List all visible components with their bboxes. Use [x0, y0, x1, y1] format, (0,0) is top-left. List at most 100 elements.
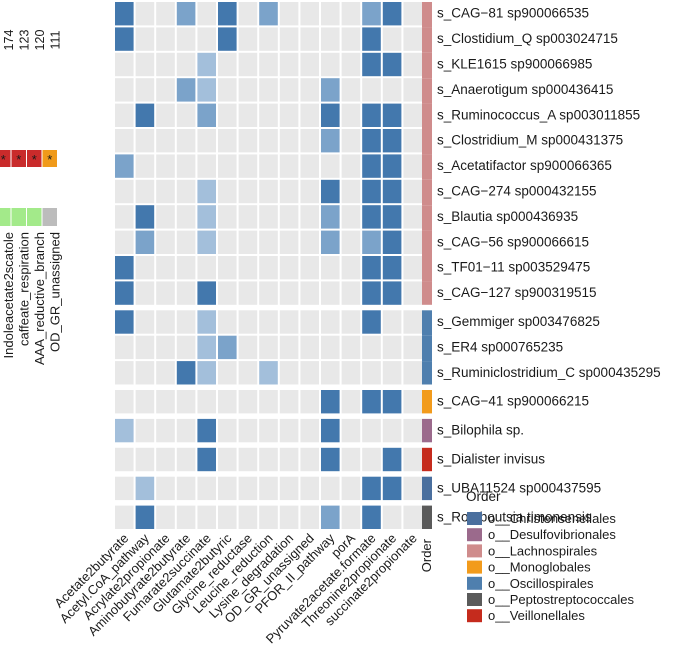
left-panel-cell — [11, 150, 26, 167]
heat-cell — [218, 205, 237, 229]
heat-cell — [279, 310, 299, 334]
heat-cell — [176, 129, 196, 153]
order-strip-segment — [422, 230, 432, 256]
left-panel-count: 174 — [2, 30, 16, 51]
heat-cell — [218, 52, 237, 77]
heat-cell — [218, 230, 237, 254]
heat-cell — [115, 281, 134, 305]
heat-cell — [135, 335, 155, 360]
heat-cell — [321, 505, 340, 529]
row-label: s_CAG−56 sp900066615 — [437, 234, 589, 249]
legend-swatch — [467, 560, 482, 574]
heat-cell — [362, 103, 381, 127]
heat-cell — [218, 179, 237, 204]
heat-cell — [115, 256, 134, 280]
heat-cell — [115, 310, 134, 334]
legend-label: o__Oscillospirales — [488, 576, 594, 591]
heat-cell — [362, 230, 381, 254]
heat-cell — [300, 361, 319, 385]
heat-cell — [321, 52, 340, 77]
significance-mark: * — [47, 152, 52, 167]
heat-cell — [341, 52, 361, 77]
heat-cell — [341, 205, 361, 229]
heat-cell — [300, 447, 319, 472]
heat-cell — [238, 103, 258, 127]
significance-mark: * — [16, 152, 21, 167]
heat-cell — [403, 418, 422, 443]
order-strip-segment — [422, 447, 432, 472]
heat-cell — [300, 179, 319, 204]
heat-cell — [300, 78, 319, 102]
order-strip-segment — [422, 256, 432, 282]
heat-cell — [362, 335, 381, 360]
heat-cell — [341, 310, 361, 334]
heat-cell — [176, 335, 196, 360]
heat-cell — [135, 310, 155, 334]
heat-cell — [238, 230, 258, 254]
heat-cell — [341, 154, 361, 178]
legend-label: o__Christensenellales — [488, 511, 616, 526]
heat-cell — [238, 205, 258, 229]
heat-cell — [115, 230, 134, 254]
order-strip-segment — [422, 281, 432, 305]
left-panel-cell — [27, 150, 42, 167]
heat-cell — [218, 390, 237, 414]
order-strip-segment — [422, 103, 432, 129]
heat-cell — [197, 129, 216, 153]
row-label: s_CAG−41 sp900066215 — [437, 394, 589, 409]
heat-cell — [362, 205, 381, 229]
heat-cell — [197, 390, 216, 414]
heat-cell — [382, 27, 402, 51]
heat-cell — [382, 78, 402, 102]
heat-cell — [135, 505, 155, 529]
heat-cell — [218, 310, 237, 334]
heat-cell — [176, 505, 196, 529]
heat-cell — [321, 179, 340, 204]
heat-cell — [321, 78, 340, 102]
heat-cell — [238, 2, 258, 26]
heat-cell — [382, 129, 402, 153]
heat-cell — [115, 179, 134, 204]
legend-label: o__Veillonellales — [488, 608, 585, 623]
heat-cell — [382, 230, 402, 254]
heat-cell — [279, 52, 299, 77]
order-strip-segment — [422, 310, 432, 336]
heat-cell — [321, 2, 340, 26]
heat-cell — [362, 154, 381, 178]
heat-cell — [279, 103, 299, 127]
heat-cell — [403, 281, 422, 305]
heat-cell — [300, 310, 319, 334]
heat-cell — [156, 154, 175, 178]
heat-cell — [135, 281, 155, 305]
left-panel-cell — [42, 208, 57, 226]
heat-cell — [135, 179, 155, 204]
heat-cell — [403, 310, 422, 334]
heat-cell — [115, 505, 134, 529]
row-label: s_Blautia sp000436935 — [437, 209, 578, 224]
heat-cell — [300, 476, 319, 501]
heat-cell — [238, 154, 258, 178]
heat-cell — [259, 361, 278, 385]
heat-cell — [321, 476, 340, 501]
heat-cell — [238, 505, 258, 529]
heat-cell — [321, 103, 340, 127]
heat-cell — [176, 52, 196, 77]
heat-cell — [382, 256, 402, 280]
heat-cell — [321, 256, 340, 280]
row-label: s_Dialister invisus — [437, 452, 545, 467]
heat-cell — [321, 335, 340, 360]
heat-cell — [341, 476, 361, 501]
heat-cell — [259, 281, 278, 305]
heat-cell — [176, 2, 196, 26]
heat-cell — [135, 447, 155, 472]
heat-cell — [382, 2, 402, 26]
heat-cell — [238, 361, 258, 385]
left-panel-count: 123 — [18, 30, 32, 51]
heat-cell — [197, 335, 216, 360]
heat-cell — [135, 476, 155, 501]
heat-cell — [259, 205, 278, 229]
heat-cell — [279, 335, 299, 360]
heat-cell — [341, 256, 361, 280]
heat-cell — [362, 447, 381, 472]
heat-cell — [115, 476, 134, 501]
